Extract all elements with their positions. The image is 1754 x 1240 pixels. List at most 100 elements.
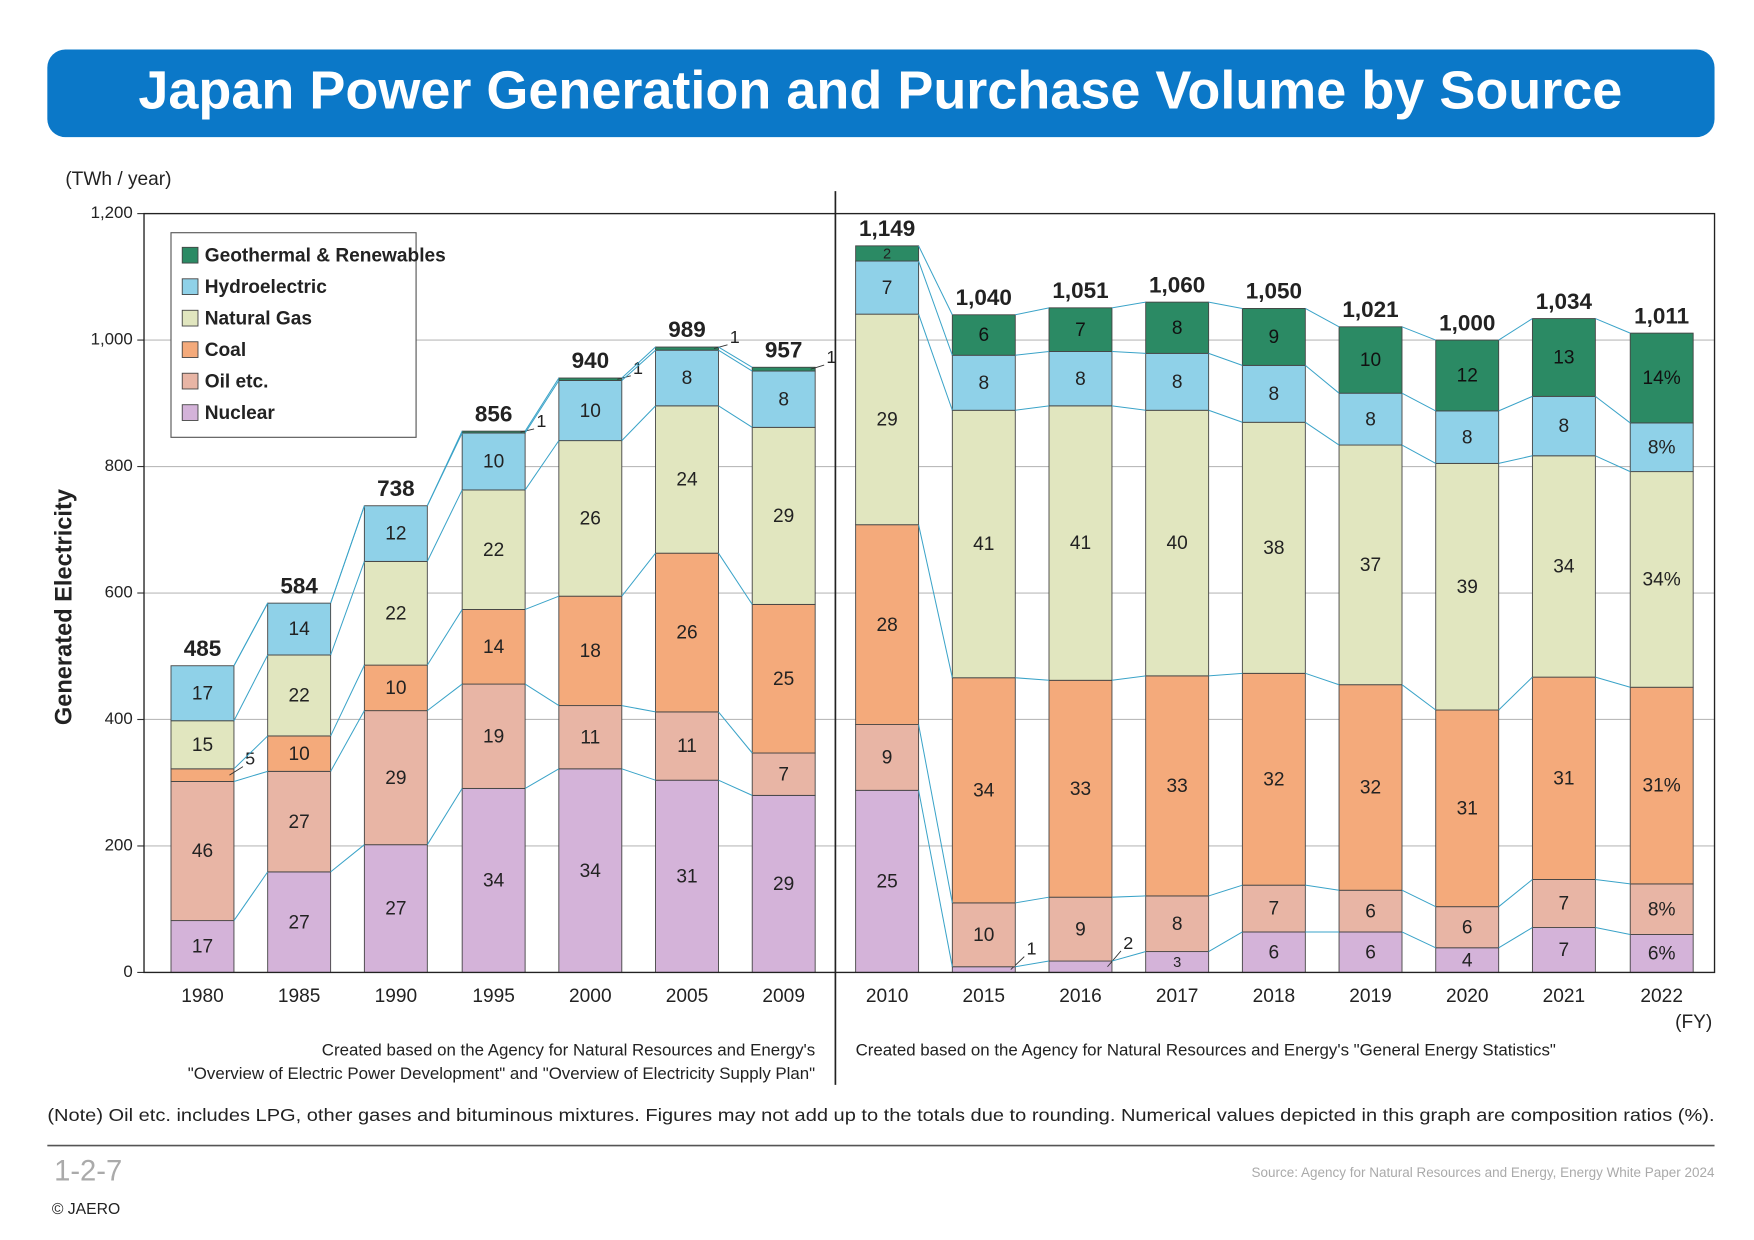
bar-segment	[1338, 392, 1403, 446]
bar-segment	[1531, 318, 1596, 397]
connector	[1015, 350, 1050, 356]
bar-segment	[1048, 679, 1113, 898]
segment-label: 17	[192, 937, 213, 958]
copyright: © JAERO	[52, 1201, 120, 1218]
callout-line	[520, 428, 535, 433]
connector	[1595, 927, 1631, 935]
bar-segment	[461, 787, 526, 973]
x-unit: (FY)	[1675, 1012, 1712, 1033]
bar-segment	[951, 966, 1016, 973]
segment-label: 39	[1457, 577, 1478, 598]
bar-segment	[751, 426, 816, 605]
legend-label: Coal	[205, 340, 246, 361]
bar-segment	[267, 871, 332, 973]
segment-label: 8	[1172, 318, 1183, 339]
connector	[524, 380, 560, 434]
connector	[1595, 318, 1631, 334]
x-tick-label: 2021	[1543, 986, 1586, 1007]
segment-label: 8	[1172, 914, 1183, 935]
segment-label: 31	[676, 866, 697, 887]
segment-label: 8%	[1648, 899, 1676, 920]
connector	[1111, 675, 1146, 681]
bar-segment	[751, 366, 816, 372]
segment-label: 8	[1462, 427, 1473, 448]
y-axis-label: Generated Electricity	[52, 489, 78, 725]
connector	[1015, 307, 1050, 316]
segment-label: 8	[682, 368, 693, 389]
segment-label: 29	[773, 506, 794, 527]
connector	[1208, 931, 1243, 953]
total-label: 738	[377, 476, 415, 501]
connector	[1305, 672, 1340, 686]
connector	[918, 524, 953, 678]
segment-label: 7	[882, 278, 893, 299]
segment-label: 9	[1269, 327, 1280, 348]
segment-label: 24	[676, 470, 698, 491]
bar-segment	[1338, 326, 1403, 394]
segment-label: 31%	[1643, 776, 1681, 797]
connector	[918, 260, 953, 356]
x-tick-label: 1980	[181, 986, 224, 1007]
segment-label: 32	[1360, 778, 1381, 799]
connector	[621, 349, 656, 381]
source: Source: Agency for Natural Resources and…	[1252, 1165, 1715, 1180]
legend-label: Geothermal & Renewables	[205, 245, 446, 266]
total-label: 1,021	[1342, 297, 1398, 322]
x-tick-label: 2019	[1349, 986, 1392, 1007]
source-note: Created based on the Agency for Natural …	[856, 1041, 1556, 1060]
bar-segment	[267, 770, 332, 873]
connector	[1498, 455, 1533, 464]
legend-label: Natural Gas	[205, 308, 312, 329]
chart-title: Japan Power Generation and Purchase Volu…	[138, 61, 1622, 121]
note: (Note) Oil etc. includes LPG, other gase…	[47, 1105, 1714, 1125]
x-tick-label: 1985	[278, 986, 321, 1007]
callout-label: 2	[1123, 933, 1133, 953]
bar-segment	[1531, 676, 1596, 880]
source-note: Created based on the Agency for Natural …	[322, 1041, 815, 1060]
connector	[233, 770, 268, 782]
connector	[718, 405, 753, 428]
bar-segment	[1048, 896, 1113, 962]
bar-segment	[1338, 684, 1403, 891]
callout-line	[229, 766, 244, 776]
connector	[1305, 308, 1340, 328]
bar-segment	[1241, 672, 1306, 886]
legend-label: Hydroelectric	[205, 277, 328, 298]
connector	[330, 664, 365, 737]
segment-label: 33	[1167, 776, 1188, 797]
connector	[330, 561, 365, 656]
segment-label: 7	[1559, 894, 1570, 915]
segment-label: 14	[483, 637, 505, 658]
x-tick-label: 2017	[1156, 986, 1199, 1007]
bar-segment	[461, 430, 526, 434]
bar-segment	[1145, 895, 1210, 953]
segment-label: 7	[1269, 899, 1280, 920]
source-note: "Overview of Electric Power Development"…	[188, 1064, 815, 1083]
total-label: 485	[184, 636, 222, 661]
connector	[1498, 676, 1533, 711]
bar-segment	[1338, 444, 1403, 686]
connector	[426, 788, 463, 845]
bar-segment	[558, 705, 623, 770]
segment-label: 41	[1070, 533, 1091, 554]
bar-segment	[951, 314, 1016, 356]
callout-label: 1	[730, 327, 740, 347]
connector	[918, 313, 953, 411]
segment-label: 6	[1462, 917, 1473, 938]
connector	[524, 377, 560, 432]
total-label: 1,050	[1246, 279, 1302, 304]
bar-segment	[751, 370, 816, 428]
bar-segment	[655, 346, 719, 351]
x-tick-label: 2000	[569, 986, 612, 1007]
bar-segment	[170, 720, 235, 770]
segment-label: 2	[883, 246, 891, 262]
bar-segment	[1435, 906, 1500, 949]
bar-segment	[1629, 686, 1694, 885]
segment-label: 6	[978, 325, 989, 346]
unit-label: (TWh / year)	[65, 169, 171, 190]
connector	[918, 790, 953, 967]
segment-label: 28	[876, 615, 897, 636]
bar-segment	[170, 665, 235, 722]
connector	[1111, 301, 1146, 309]
segment-label: 38	[1263, 538, 1284, 559]
